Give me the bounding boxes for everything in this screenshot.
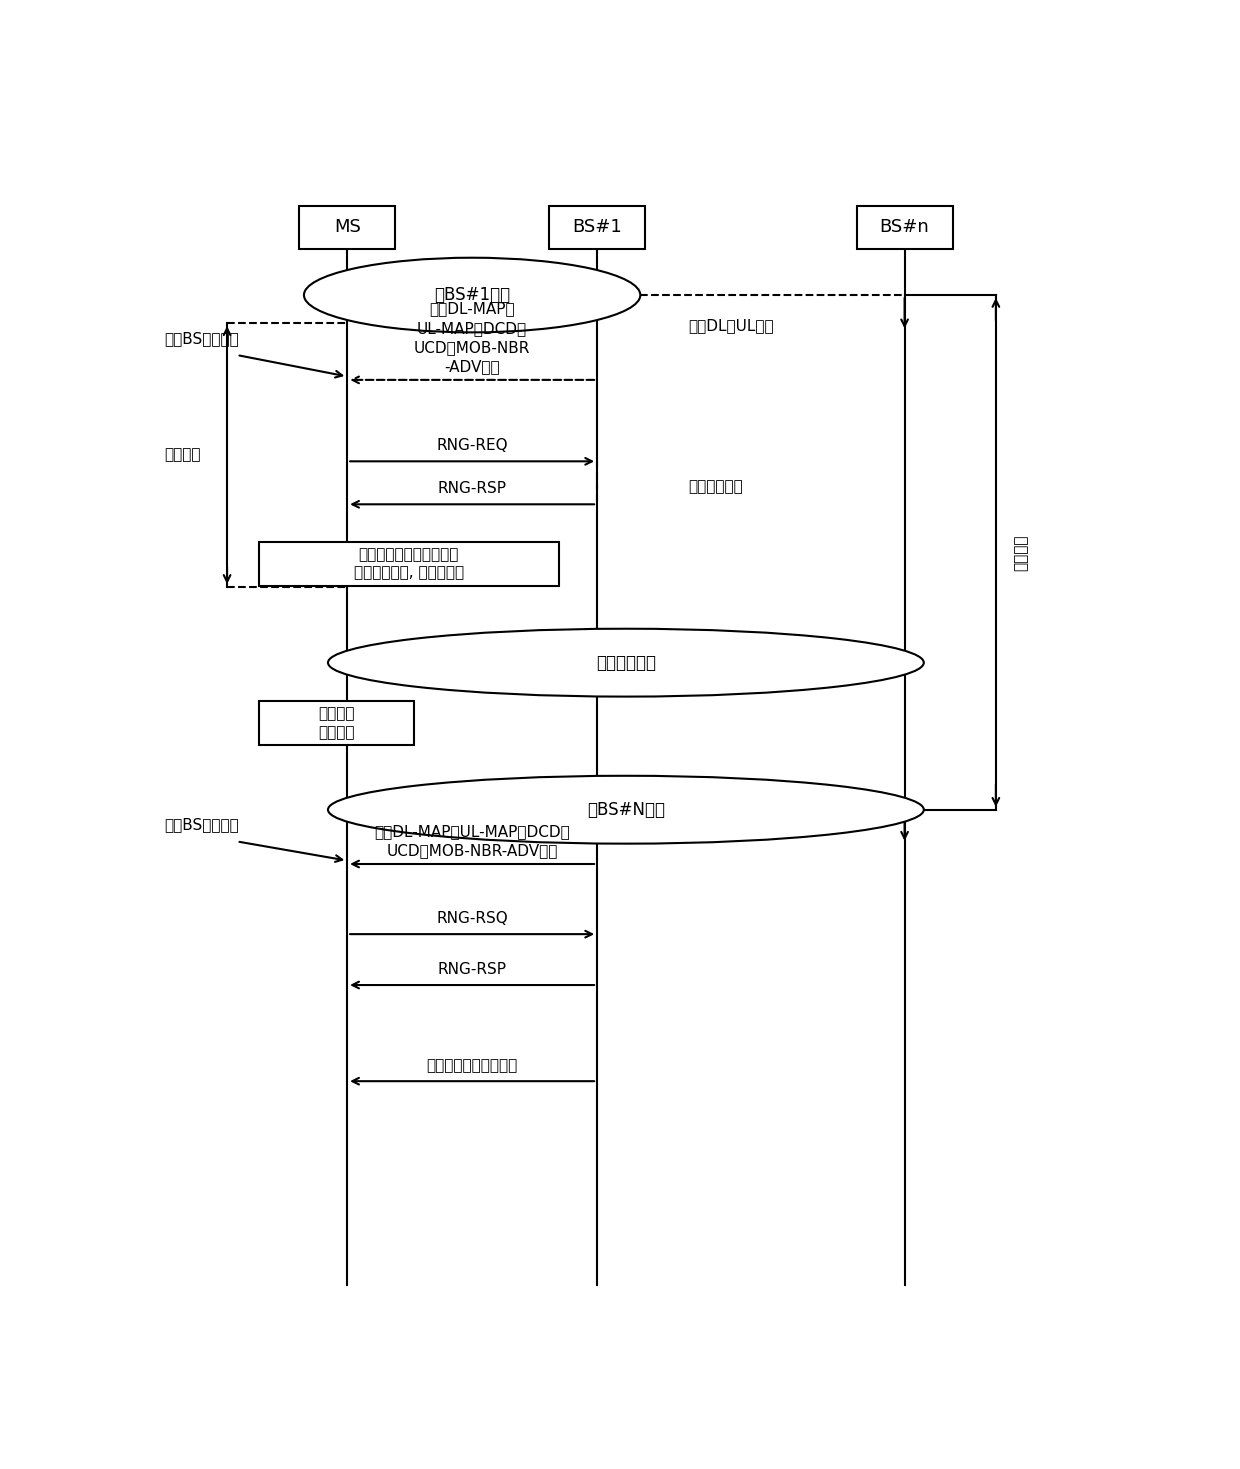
- Text: 邻近BS搜索开始: 邻近BS搜索开始: [165, 331, 239, 347]
- FancyBboxPatch shape: [299, 206, 396, 248]
- Text: 选择最佳
邻近小区: 选择最佳 邻近小区: [319, 707, 355, 740]
- Text: 扫描邻近小区: 扫描邻近小区: [596, 654, 656, 671]
- Text: BS#n: BS#n: [879, 219, 930, 237]
- Ellipse shape: [327, 629, 924, 696]
- Text: 小区选择: 小区选择: [1013, 535, 1028, 570]
- Text: 如果服务小区的信道质量
小于绝对阀値, 则开始扫描: 如果服务小区的信道质量 小于绝对阀値, 则开始扫描: [353, 546, 464, 580]
- Text: RNG-REQ: RNG-REQ: [436, 438, 508, 454]
- Text: 接收DL-MAP、UL-MAP、DCD、
UCD、MOB-NBR-ADV消息: 接收DL-MAP、UL-MAP、DCD、 UCD、MOB-NBR-ADV消息: [374, 824, 570, 858]
- FancyBboxPatch shape: [549, 206, 645, 248]
- Text: 与BS#1同步: 与BS#1同步: [434, 286, 510, 304]
- Text: 邻近BS搜索开始: 邻近BS搜索开始: [165, 817, 239, 833]
- Text: 执行初始测距: 执行初始测距: [688, 479, 743, 494]
- Text: 接收DL-MAP、
UL-MAP、DCD、
UCD、MOB-NBR
-ADV消息: 接收DL-MAP、 UL-MAP、DCD、 UCD、MOB-NBR -ADV消息: [414, 301, 531, 375]
- Text: 与BS#N同步: 与BS#N同步: [587, 801, 665, 818]
- Text: BS#1: BS#1: [572, 219, 622, 237]
- FancyBboxPatch shape: [857, 206, 952, 248]
- Text: RNG-RSP: RNG-RSP: [438, 962, 507, 977]
- Text: 获得DL和UL参数: 获得DL和UL参数: [688, 319, 774, 333]
- Text: 信道测量: 信道测量: [165, 448, 201, 463]
- FancyBboxPatch shape: [259, 701, 414, 745]
- Ellipse shape: [327, 776, 924, 843]
- Text: RNG-RSP: RNG-RSP: [438, 482, 507, 497]
- Text: RNG-RSQ: RNG-RSQ: [436, 911, 508, 927]
- Ellipse shape: [304, 257, 640, 332]
- FancyBboxPatch shape: [259, 542, 558, 586]
- Text: MS: MS: [334, 219, 361, 237]
- Text: 完成初始系统进入序列: 完成初始系统进入序列: [427, 1058, 518, 1074]
